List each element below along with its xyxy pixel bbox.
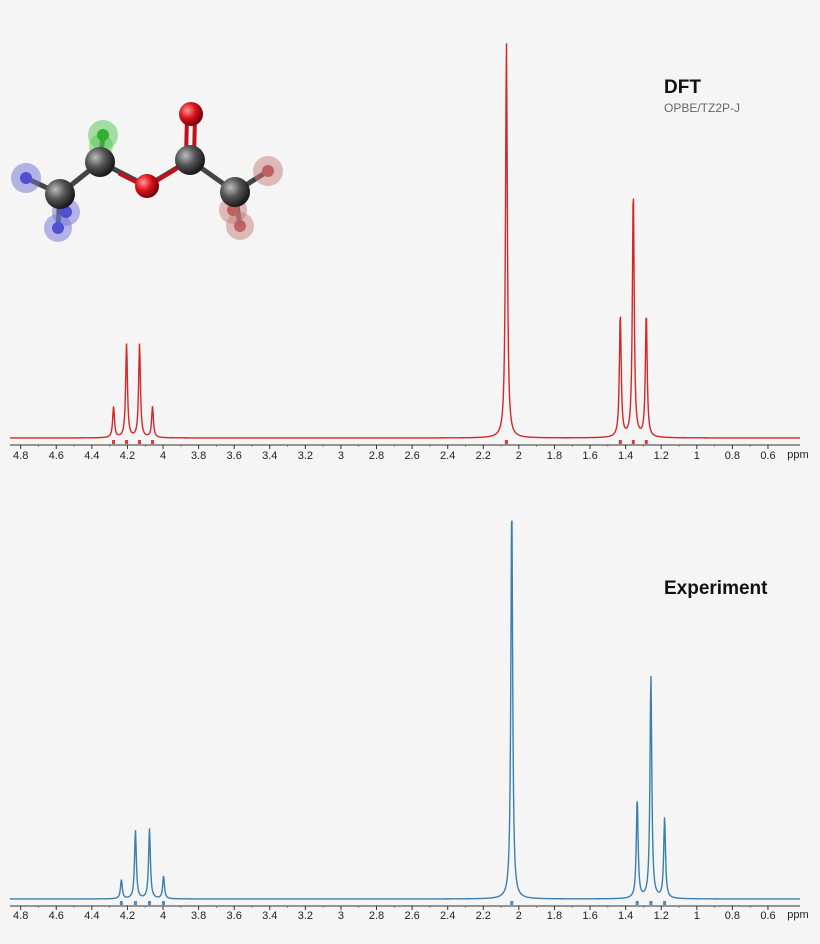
- x-tick-label: 2.4: [440, 910, 455, 922]
- peak-marker: [112, 440, 116, 444]
- x-tick-label: 1: [694, 910, 700, 922]
- peak-marker: [162, 901, 166, 905]
- x-tick-label: 1.6: [582, 450, 597, 462]
- x-tick-label: 4.2: [120, 450, 135, 462]
- peak-marker: [119, 901, 123, 905]
- x-tick-label: 3.8: [191, 450, 206, 462]
- x-tick-label: 1.8: [547, 910, 562, 922]
- peak-marker: [635, 901, 639, 905]
- x-tick-label: 3: [338, 450, 344, 462]
- x-tick-label: 1.2: [654, 450, 669, 462]
- x-tick-label: 1.8: [547, 450, 562, 462]
- x-tick-label: 2: [516, 910, 522, 922]
- x-tick-label: 0.8: [725, 450, 740, 462]
- peak-marker: [631, 440, 635, 444]
- x-tick-label: 4.8: [13, 450, 28, 462]
- peak-marker: [138, 440, 142, 444]
- x-tick-label: 0.6: [760, 450, 775, 462]
- x-tick-label: 3: [338, 910, 344, 922]
- x-tick-label: 4: [160, 910, 166, 922]
- x-tick-label: 1.4: [618, 450, 633, 462]
- x-tick-label: 1: [694, 450, 700, 462]
- x-tick-label: 2.2: [476, 450, 491, 462]
- x-tick-label: 4.4: [84, 450, 99, 462]
- x-tick-label: 4: [160, 450, 166, 462]
- x-tick-label: 1.6: [582, 910, 597, 922]
- peak-marker: [147, 901, 151, 905]
- x-tick-label: 0.6: [760, 910, 775, 922]
- x-tick-label: 2.6: [404, 450, 419, 462]
- experiment-spectrum-panel: 4.8 4.6 4.4 4.2 4 3.8 3.6 3.4 3.2 3 2.8 2.6 2.4 2.2 2 1…: [10, 520, 809, 922]
- peak-marker: [133, 901, 137, 905]
- dft-panel-title: DFT: [664, 77, 701, 98]
- x-tick-label: 0.8: [725, 910, 740, 922]
- x-tick-label: 3.6: [227, 910, 242, 922]
- x-tick-label: 2: [516, 450, 522, 462]
- peak-marker: [151, 440, 155, 444]
- x-tick-label: 2.4: [440, 450, 455, 462]
- x-tick-label: 3.8: [191, 910, 206, 922]
- spectrum-line: [10, 43, 800, 439]
- peak-marker: [510, 901, 514, 905]
- dft-panel-subtitle: OPBE/TZ2P-J: [664, 101, 741, 115]
- x-tick-label: 1.4: [618, 910, 633, 922]
- x-axis-unit-label: ppm: [787, 449, 808, 461]
- x-tick-label: 2.8: [369, 910, 384, 922]
- x-tick-label: 3.6: [227, 450, 242, 462]
- x-tick-label: 4.2: [120, 910, 135, 922]
- dft-spectrum-panel: 4.8 4.6 4.4 4.2 4 3.8 3.6 3.4 3.2 3 2.8 2.6 2.4 2.2 2 1…: [10, 43, 809, 462]
- peak-marker: [644, 440, 648, 444]
- x-tick-label: 3.4: [262, 450, 277, 462]
- x-tick-label: 3.2: [298, 910, 313, 922]
- experiment-panel-title: Experiment: [664, 578, 768, 599]
- x-tick-label: 4.8: [13, 910, 28, 922]
- peak-marker: [125, 440, 129, 444]
- x-tick-label: 4.6: [49, 450, 64, 462]
- x-tick-label: 4.4: [84, 910, 99, 922]
- peak-marker: [663, 901, 667, 905]
- x-tick-label: 3.2: [298, 450, 313, 462]
- x-tick-label: 2.2: [476, 910, 491, 922]
- x-tick-label: 2.6: [404, 910, 419, 922]
- ethyl-acetate-molecule-icon: [11, 102, 283, 242]
- peak-marker: [618, 440, 622, 444]
- x-tick-label: 3.4: [262, 910, 277, 922]
- peak-marker: [504, 440, 508, 444]
- x-tick-label: 2.8: [369, 450, 384, 462]
- x-tick-label: 4.6: [49, 910, 64, 922]
- peak-marker: [649, 901, 653, 905]
- spectrum-line: [10, 520, 800, 900]
- x-axis-unit-label: ppm: [787, 909, 808, 921]
- x-tick-label: 1.2: [654, 910, 669, 922]
